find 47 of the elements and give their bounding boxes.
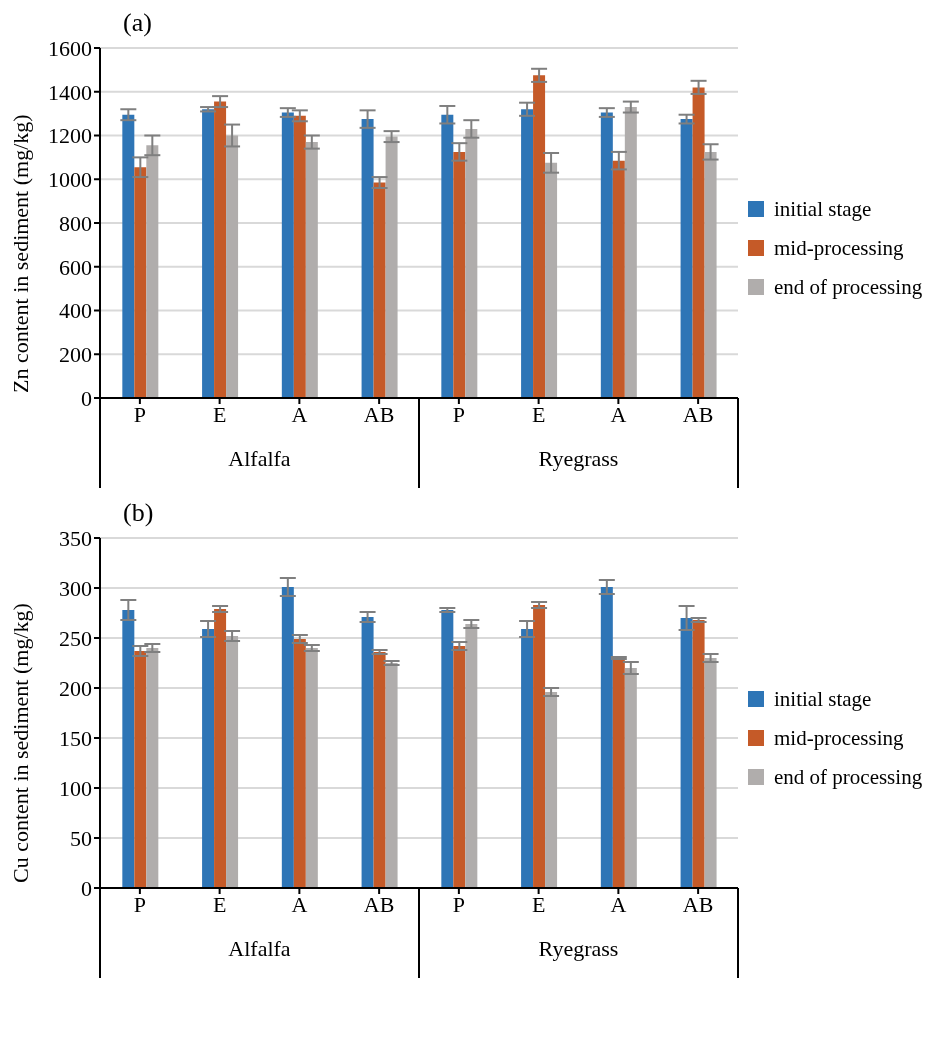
legend-label: end of processing <box>774 274 923 300</box>
chart-title: (a) <box>123 8 152 38</box>
x-tick-label: A <box>610 891 627 917</box>
y-axis-title: Cu content in sediment (mg/kg) <box>7 603 33 883</box>
y-tick-label: 350 <box>59 525 92 551</box>
x-tick-label: P <box>452 891 465 917</box>
y-tick-label: 250 <box>59 625 92 651</box>
legend-label: mid-processing <box>774 725 904 751</box>
y-tick-label: 0 <box>81 875 92 901</box>
x-tick-label: AB <box>363 401 395 427</box>
y-tick-label: 400 <box>59 298 92 324</box>
y-tick-label: 0 <box>81 385 92 411</box>
legend-label: initial stage <box>774 196 872 222</box>
y-tick-label: 150 <box>59 725 92 751</box>
x-tick-label: P <box>133 891 146 917</box>
x-tick-label: E <box>212 891 227 917</box>
legend-label: initial stage <box>774 686 872 712</box>
text: Ryegrass <box>537 446 620 472</box>
legend-label: end of processing <box>774 764 923 790</box>
y-tick-label: 1000 <box>48 167 92 193</box>
y-axis-title: Zn content in sediment (mg/kg) <box>7 114 33 393</box>
y-tick-label: 1200 <box>48 123 92 149</box>
x-tick-label: AB <box>682 891 714 917</box>
y-tick-label: 800 <box>59 210 92 236</box>
x-tick-label: P <box>452 401 465 427</box>
y-tick-label: 50 <box>70 825 92 851</box>
text: Alfalfa <box>227 446 292 472</box>
y-tick-label: 600 <box>59 254 92 280</box>
legend-label: mid-processing <box>774 235 904 261</box>
x-tick-label: E <box>531 401 546 427</box>
y-tick-label: 100 <box>59 775 92 801</box>
y-tick-label: 1400 <box>48 79 92 105</box>
y-tick-label: 200 <box>59 342 92 368</box>
x-tick-label: AB <box>363 891 395 917</box>
y-tick-label: 1600 <box>48 35 92 61</box>
y-tick-label: 200 <box>59 675 92 701</box>
x-tick-label: E <box>212 401 227 427</box>
x-tick-label: P <box>133 401 146 427</box>
x-tick-label: A <box>291 891 308 917</box>
x-tick-label: E <box>531 891 546 917</box>
y-tick-label: 300 <box>59 575 92 601</box>
x-tick-label: A <box>610 401 627 427</box>
text: Alfalfa <box>227 936 292 962</box>
x-tick-label: AB <box>682 401 714 427</box>
x-tick-label: A <box>291 401 308 427</box>
text: Ryegrass <box>537 936 620 962</box>
chart-title: (b) <box>123 498 154 528</box>
